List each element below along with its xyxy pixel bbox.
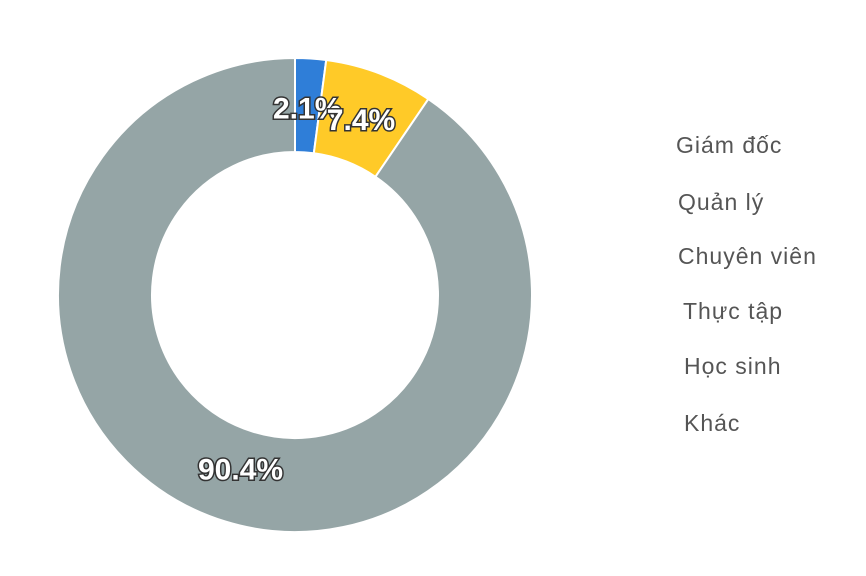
data-label: 2.1% — [273, 92, 341, 125]
data-label: 90.4% — [198, 454, 283, 487]
pie-slice — [57, 56, 533, 533]
legend-label: Giám đốc — [676, 132, 782, 158]
legend-label: Chuyên viên — [678, 243, 817, 269]
legend-label: Khác — [684, 410, 740, 436]
data-label: 7.4% — [327, 104, 395, 137]
legend-label: Quản lý — [678, 189, 764, 215]
legend-label: Thực tập — [683, 298, 783, 324]
legend-label: Học sinh — [684, 353, 781, 379]
